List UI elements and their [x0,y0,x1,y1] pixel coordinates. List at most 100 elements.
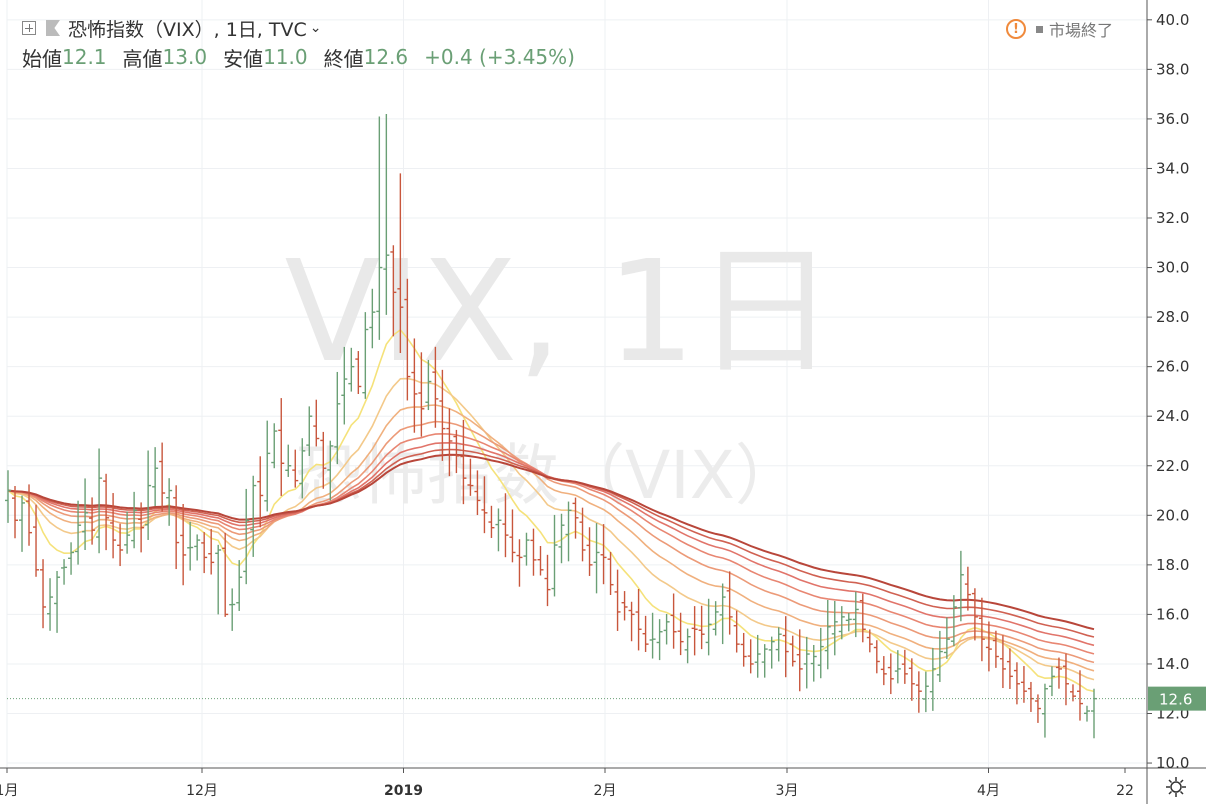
ohlc-bar[interactable] [383,113,390,315]
ohlc-bar[interactable] [390,245,397,337]
ohlc-bar[interactable] [789,635,796,667]
ohlc-bar[interactable] [348,347,355,392]
ohlc-bar[interactable] [96,448,103,554]
ohlc-bar[interactable] [1055,657,1062,689]
ohlc-bar[interactable] [236,560,243,611]
ohlc-bar[interactable] [985,621,992,672]
ohlc-bar[interactable] [824,599,831,670]
ohlc-bar[interactable] [873,640,880,674]
ohlc-bar[interactable] [768,636,775,669]
ohlc-bar[interactable] [859,593,866,643]
ohlc-bar[interactable] [243,488,250,585]
ohlc-bar[interactable] [467,458,474,496]
ohlc-bar[interactable] [110,493,117,559]
ohlc-bar[interactable] [579,507,586,562]
ohlc-bar[interactable] [712,601,719,636]
ohlc-bar[interactable] [152,447,159,507]
ohlc-bar[interactable] [12,486,19,539]
ohlc-bar[interactable] [775,627,782,662]
ohlc-bar[interactable] [411,338,418,433]
ohlc-bar[interactable] [215,544,222,615]
flag-icon[interactable] [46,20,60,36]
ohlc-bar[interactable] [607,552,614,596]
ohlc-bar[interactable] [1076,670,1083,721]
ohlc-bar[interactable] [166,478,173,526]
ohlc-bar[interactable] [852,591,859,638]
ohlc-bar[interactable] [817,627,824,679]
ohlc-bar[interactable] [1062,653,1069,706]
ohlc-bar[interactable] [964,566,971,611]
ohlc-bar[interactable] [943,617,950,659]
ohlc-bar[interactable] [313,399,320,447]
ohlc-bar[interactable] [1083,705,1090,722]
ohlc-bar[interactable] [537,545,544,576]
ohlc-bar[interactable] [257,456,264,528]
ohlc-bar[interactable] [593,523,600,594]
ohlc-bar[interactable] [936,630,943,683]
ohlc-bar[interactable] [950,595,957,647]
ohlc-bar[interactable] [19,495,26,552]
ohlc-bar[interactable] [138,502,145,553]
ohlc-bar[interactable] [327,440,334,501]
ohlc-bar[interactable] [628,601,635,642]
settings-gear-icon[interactable] [1165,776,1187,798]
ohlc-bar[interactable] [747,639,754,674]
ohlc-bar[interactable] [278,398,285,496]
ohlc-bar[interactable] [929,647,936,711]
ohlc-bar[interactable] [782,616,789,678]
ohlc-bar[interactable] [159,442,166,512]
ohlc-bar[interactable] [1013,662,1020,705]
ohlc-bar[interactable] [810,644,817,682]
ohlc-bar[interactable] [306,406,313,456]
ohlc-bar[interactable] [1034,694,1041,723]
ohlc-bar[interactable] [40,559,47,629]
ohlc-bar[interactable] [796,629,803,692]
ohlc-bar[interactable] [173,485,180,570]
ohlc-bar[interactable] [663,613,670,645]
ohlc-bar[interactable] [838,606,845,640]
ohlc-bar[interactable] [180,504,187,586]
ohlc-bar[interactable] [614,569,621,631]
ohlc-bar[interactable] [978,597,985,662]
ohlc-bar[interactable] [264,420,271,512]
ohlc-bar[interactable] [89,497,96,545]
ohlc-bar[interactable] [649,612,656,659]
ohlc-bar[interactable] [54,570,61,633]
ohlc-bar[interactable] [544,554,551,607]
ohlc-bar[interactable] [558,513,565,564]
ohlc-bar[interactable] [47,578,54,631]
ohlc-bar[interactable] [992,630,999,668]
ohlc-bar[interactable] [299,438,306,499]
ohlc-bar[interactable] [523,532,530,566]
ohlc-bar[interactable] [201,532,208,574]
ohlc-bar[interactable] [145,450,152,540]
ohlc-bar[interactable] [495,508,502,552]
ohlc-bar[interactable] [432,346,439,428]
ohlc-bar[interactable] [516,539,523,587]
ohlc-bar[interactable] [586,527,593,576]
ohlc-bar[interactable] [635,588,642,651]
ohlc-bar[interactable] [915,671,922,713]
ohlc-bar[interactable] [1041,683,1048,738]
ohlc-bar[interactable] [488,505,495,538]
ohlc-bar[interactable] [761,644,768,678]
ohlc-bar[interactable] [369,288,376,349]
ohlc-bar[interactable] [754,634,761,678]
ohlc-bar[interactable] [677,612,684,656]
ohlc-bar[interactable] [474,470,481,516]
ohlc-bar[interactable] [530,528,537,576]
ohlc-bar[interactable] [1006,648,1013,689]
ohlc-bar[interactable] [124,511,131,554]
ohlc-bar[interactable] [61,559,68,585]
ohlc-bar[interactable] [425,359,432,411]
ohlc-bar[interactable] [103,473,110,551]
ohlc-bar[interactable] [866,629,873,653]
add-symbol-icon[interactable] [22,21,36,35]
ohlc-bar[interactable] [418,352,425,437]
ohlc-bar[interactable] [670,593,677,649]
ohlc-bar[interactable] [1048,666,1055,697]
ohlc-bar[interactable] [26,484,33,546]
ohlc-bar[interactable] [502,493,509,558]
ohlc-bar[interactable] [460,419,467,505]
